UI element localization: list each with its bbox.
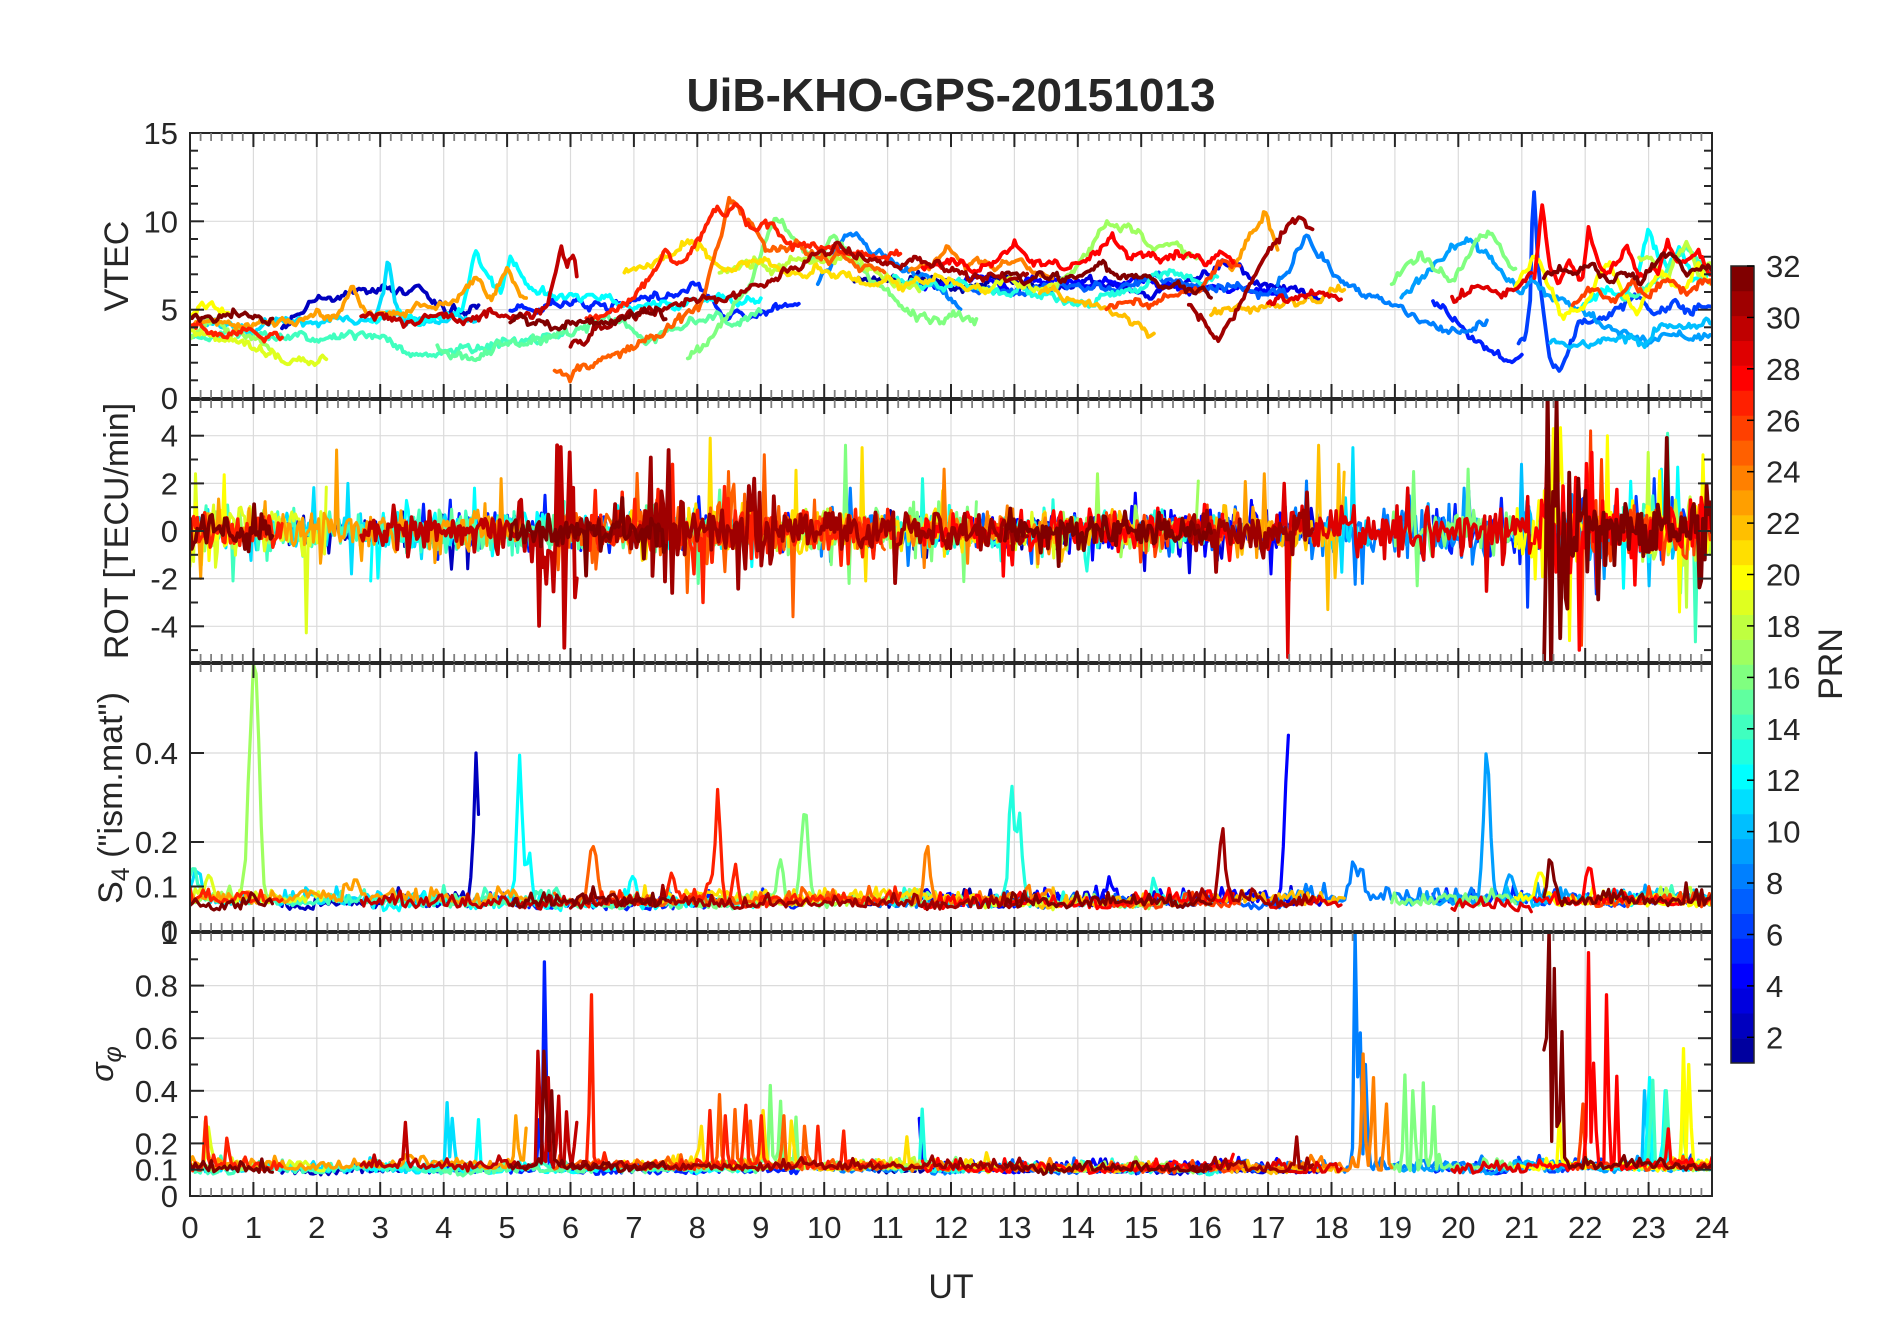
svg-text:12: 12: [1766, 763, 1800, 798]
svg-text:0.4: 0.4: [135, 1074, 178, 1109]
svg-text:22: 22: [1766, 506, 1800, 541]
svg-text:14: 14: [1766, 712, 1800, 747]
svg-text:10: 10: [1766, 815, 1800, 850]
svg-text:VTEC: VTEC: [98, 221, 136, 312]
svg-text:6: 6: [562, 1210, 579, 1245]
svg-text:PRN: PRN: [1812, 628, 1850, 700]
svg-text:0.8: 0.8: [135, 969, 178, 1004]
svg-text:0.2: 0.2: [135, 1126, 178, 1161]
svg-text:0: 0: [161, 381, 178, 416]
svg-text:16: 16: [1766, 660, 1800, 695]
svg-text:3: 3: [372, 1210, 389, 1245]
svg-text:10: 10: [144, 204, 178, 239]
svg-text:13: 13: [997, 1210, 1031, 1245]
svg-text:0.1: 0.1: [135, 1153, 178, 1188]
svg-text:UiB-KHO-GPS-20151013: UiB-KHO-GPS-20151013: [686, 69, 1215, 121]
svg-text:24: 24: [1695, 1210, 1729, 1245]
svg-text:4: 4: [1766, 969, 1783, 1004]
svg-text:0.2: 0.2: [135, 825, 178, 860]
svg-text:4: 4: [161, 419, 178, 454]
svg-text:15: 15: [1124, 1210, 1158, 1245]
svg-text:2: 2: [1766, 1020, 1783, 1055]
svg-text:5: 5: [498, 1210, 515, 1245]
svg-text:6: 6: [1766, 918, 1783, 953]
svg-text:12: 12: [934, 1210, 968, 1245]
svg-text:17: 17: [1251, 1210, 1285, 1245]
svg-text:0: 0: [181, 1210, 198, 1245]
svg-text:1: 1: [245, 1210, 262, 1245]
svg-text:32: 32: [1766, 249, 1800, 284]
svg-text:20: 20: [1766, 558, 1800, 593]
svg-text:15: 15: [144, 116, 178, 151]
svg-text:4: 4: [435, 1210, 452, 1245]
svg-text:16: 16: [1187, 1210, 1221, 1245]
svg-text:0: 0: [161, 1179, 178, 1214]
svg-text:-2: -2: [150, 562, 178, 597]
svg-text:18: 18: [1766, 609, 1800, 644]
svg-text:UT: UT: [928, 1268, 973, 1306]
svg-text:-4: -4: [150, 609, 178, 644]
svg-text:18: 18: [1314, 1210, 1348, 1245]
svg-text:30: 30: [1766, 300, 1800, 335]
svg-text:9: 9: [752, 1210, 769, 1245]
svg-text:20: 20: [1441, 1210, 1475, 1245]
svg-text:8: 8: [689, 1210, 706, 1245]
svg-text:24: 24: [1766, 455, 1800, 490]
svg-text:26: 26: [1766, 403, 1800, 438]
svg-text:21: 21: [1505, 1210, 1539, 1245]
svg-text:14: 14: [1061, 1210, 1095, 1245]
svg-text:10: 10: [807, 1210, 841, 1245]
svg-text:5: 5: [161, 293, 178, 328]
svg-text:1: 1: [161, 916, 178, 951]
svg-text:0.1: 0.1: [135, 870, 178, 905]
svg-text:19: 19: [1378, 1210, 1412, 1245]
svg-text:0.4: 0.4: [135, 736, 178, 771]
svg-text:0: 0: [161, 914, 178, 949]
svg-text:0.6: 0.6: [135, 1021, 178, 1056]
svg-text:22: 22: [1568, 1210, 1602, 1245]
svg-text:2: 2: [308, 1210, 325, 1245]
svg-text:23: 23: [1631, 1210, 1665, 1245]
svg-text:0: 0: [161, 514, 178, 549]
svg-text:11: 11: [872, 1210, 904, 1245]
svg-text:8: 8: [1766, 866, 1783, 901]
svg-text:28: 28: [1766, 352, 1800, 387]
svg-text:2: 2: [161, 466, 178, 501]
svg-text:ROT [TECU/min]: ROT [TECU/min]: [98, 403, 136, 659]
svg-text:7: 7: [625, 1210, 642, 1245]
